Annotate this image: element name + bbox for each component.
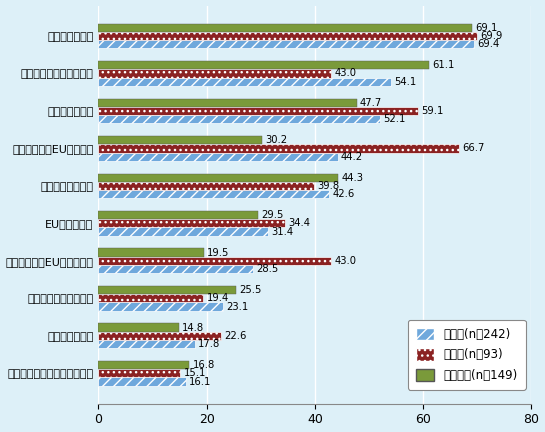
- Text: 34.4: 34.4: [288, 218, 310, 229]
- Text: 17.8: 17.8: [198, 339, 220, 349]
- Bar: [99, 174, 338, 182]
- Text: 59.1: 59.1: [422, 106, 444, 116]
- Bar: [99, 136, 262, 144]
- Bar: [99, 98, 356, 107]
- Text: 47.7: 47.7: [360, 98, 382, 108]
- Text: 29.5: 29.5: [262, 210, 284, 220]
- Bar: [99, 294, 203, 302]
- Text: 25.5: 25.5: [240, 285, 262, 295]
- Bar: [99, 211, 258, 219]
- Text: 61.1: 61.1: [432, 60, 455, 70]
- Bar: [99, 152, 338, 161]
- Text: 54.1: 54.1: [395, 77, 417, 87]
- Bar: [99, 286, 237, 294]
- Bar: [99, 265, 253, 273]
- Bar: [99, 257, 331, 265]
- Bar: [99, 332, 221, 340]
- Bar: [99, 190, 329, 198]
- Bar: [99, 361, 189, 369]
- Bar: [99, 228, 268, 236]
- Bar: [99, 144, 459, 152]
- Text: 43.0: 43.0: [335, 69, 356, 79]
- Text: 42.6: 42.6: [332, 189, 354, 199]
- Text: 23.1: 23.1: [227, 302, 249, 311]
- Text: 19.4: 19.4: [207, 293, 229, 303]
- Bar: [99, 70, 331, 78]
- Text: 39.8: 39.8: [317, 181, 339, 191]
- Bar: [99, 302, 223, 311]
- Text: 43.0: 43.0: [335, 256, 356, 266]
- Bar: [99, 107, 419, 115]
- Text: 30.2: 30.2: [265, 135, 287, 145]
- Bar: [99, 182, 314, 190]
- Text: 16.1: 16.1: [189, 377, 211, 387]
- Text: 31.4: 31.4: [271, 227, 294, 237]
- Bar: [99, 32, 477, 40]
- Bar: [99, 115, 380, 123]
- Bar: [99, 61, 429, 70]
- Text: 66.7: 66.7: [463, 143, 485, 153]
- Bar: [99, 378, 185, 386]
- Text: 28.5: 28.5: [256, 264, 278, 274]
- Legend: 全業種(n＝242), 製造業(n＝93), 非製造業(n＝149): 全業種(n＝242), 製造業(n＝93), 非製造業(n＝149): [408, 320, 525, 390]
- Text: 15.1: 15.1: [184, 368, 206, 378]
- Text: 52.1: 52.1: [384, 114, 406, 124]
- Bar: [99, 248, 204, 257]
- Text: 69.4: 69.4: [477, 39, 500, 49]
- Bar: [99, 40, 474, 48]
- Bar: [99, 219, 284, 228]
- Text: 16.8: 16.8: [192, 360, 215, 370]
- Bar: [99, 340, 195, 348]
- Text: 69.1: 69.1: [476, 23, 498, 33]
- Bar: [99, 369, 180, 378]
- Text: 22.6: 22.6: [224, 331, 246, 341]
- Text: 44.3: 44.3: [342, 173, 364, 183]
- Text: 69.9: 69.9: [480, 31, 502, 41]
- Bar: [99, 324, 179, 332]
- Bar: [99, 78, 391, 86]
- Text: 44.2: 44.2: [341, 152, 363, 162]
- Text: 19.5: 19.5: [207, 248, 229, 257]
- Bar: [99, 24, 473, 32]
- Text: 14.8: 14.8: [182, 323, 204, 333]
